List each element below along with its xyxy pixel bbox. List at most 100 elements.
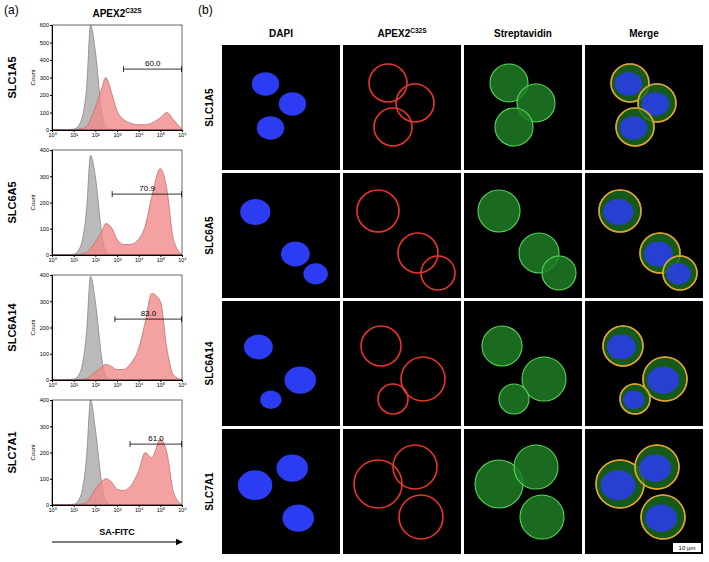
histogram-area: [52, 78, 182, 131]
gate-cap: [112, 191, 113, 197]
tick-label: 10³: [114, 257, 122, 263]
image-background: [222, 429, 340, 554]
x-tick: 10⁴: [135, 505, 144, 513]
tick-mark: [50, 113, 52, 114]
image-background: [343, 45, 461, 170]
gate-cap: [181, 191, 182, 197]
tick-label: 0: [46, 127, 49, 133]
y-tick: 200: [40, 325, 52, 331]
panel-label: (a): [4, 3, 19, 17]
x-tick: 10¹: [70, 255, 78, 263]
cell-membrane: [396, 84, 434, 122]
tick-label: 10⁰: [48, 507, 56, 513]
tick-label: 10⁵: [157, 257, 165, 263]
x-tick: 10¹: [70, 130, 78, 138]
tick-mark: [50, 380, 52, 381]
row-label: SLC6A14: [204, 341, 215, 385]
x-tick: 10³: [114, 255, 122, 263]
x-tick: 10²: [92, 505, 100, 513]
y-tick: 400: [40, 272, 52, 278]
cell-membrane: [641, 495, 685, 539]
gate-cap: [181, 316, 182, 322]
y-tick: 200: [40, 92, 52, 98]
gate-line: [115, 319, 182, 320]
tick-label: 10¹: [70, 257, 78, 263]
nucleus: [279, 92, 306, 116]
gate: 61.0: [130, 434, 182, 447]
gate-cap: [130, 441, 131, 447]
nucleus: [620, 116, 647, 140]
panel-header: APEX2C32S: [92, 7, 142, 19]
y-axis-title: Count: [30, 319, 36, 335]
figure: (a)(b)APEX2C32S10⁰10¹10²10³10⁴10⁵10⁶0100…: [0, 0, 709, 562]
image-background: [343, 301, 461, 426]
row-title: SLC7A1: [6, 431, 18, 473]
micrograph: 10 μm: [585, 429, 703, 554]
gate: 60.0: [124, 59, 182, 72]
x-tick: 10⁶: [178, 380, 186, 388]
x-tick: 10⁴: [135, 130, 144, 138]
gate-label: 60.0: [145, 59, 161, 68]
nucleus: [282, 504, 314, 531]
cell-membrane: [399, 495, 443, 539]
y-tick: 0: [46, 252, 52, 258]
row-title: SLC6A14: [6, 302, 18, 351]
x-axis: 10⁰10¹10²10³10⁴10⁵10⁶: [48, 255, 186, 263]
tick-label: 10⁰: [48, 132, 56, 138]
cell-membrane: [635, 445, 679, 489]
micrograph: [343, 173, 461, 298]
micrograph: [222, 173, 340, 298]
gate-cap: [123, 66, 124, 72]
row-title: SLC6A5: [6, 181, 18, 223]
tick-mark: [50, 354, 52, 355]
tick-label: 300: [40, 299, 49, 305]
row-label: SLC1A5: [204, 88, 215, 127]
x-tick: 10³: [114, 380, 122, 388]
image-background: [464, 173, 582, 298]
histogram: 10⁰10¹10²10³10⁴10⁵10⁶010020030040083.0: [40, 272, 187, 388]
tick-label: 10⁶: [178, 507, 186, 513]
tick-mark: [50, 150, 52, 151]
y-tick: 400: [40, 147, 52, 153]
nucleus: [647, 366, 679, 393]
tick-mark: [50, 275, 52, 276]
y-tick: 0: [46, 377, 52, 383]
x-axis-title: SA-FITC: [99, 527, 135, 537]
tick-label: 100: [40, 110, 49, 116]
tick-mark: [50, 43, 52, 44]
cell-body: [663, 256, 697, 290]
x-tick: 10⁶: [178, 505, 186, 513]
tick-label: 100: [40, 351, 49, 357]
plot-area: [52, 155, 182, 255]
tick-label: 10⁶: [178, 257, 186, 263]
tick-label: 100: [40, 476, 49, 482]
tick-mark: [50, 130, 52, 131]
histogram-area: [52, 155, 182, 255]
tick-label: 500: [40, 40, 49, 46]
y-axis-title: Count: [30, 194, 36, 210]
cell-body: [603, 326, 643, 366]
cell-membrane: [620, 384, 650, 414]
histogram-area: [52, 168, 182, 255]
tick-mark: [50, 328, 52, 329]
tick-label: 10⁴: [135, 132, 144, 138]
x-tick: 10⁶: [178, 130, 186, 138]
nucleus: [666, 263, 690, 284]
nucleus: [623, 390, 645, 409]
cell-body: [542, 256, 576, 290]
micrograph: [585, 45, 703, 170]
cell-membrane: [599, 190, 641, 232]
plot-area: [52, 276, 182, 380]
tick-label: 600: [40, 22, 49, 28]
cell-membrane: [374, 108, 412, 146]
nucleus: [257, 116, 284, 140]
x-axis: 10⁰10¹10²10³10⁴10⁵10⁶: [48, 380, 186, 388]
nucleus: [615, 72, 642, 96]
tick-mark: [50, 25, 52, 26]
column-header: DAPI: [269, 28, 293, 39]
tick-label: 10²: [92, 382, 100, 388]
tick-label: 10³: [114, 382, 122, 388]
nucleus: [281, 242, 310, 267]
tick-label: 10⁶: [178, 382, 186, 388]
tick-label: 10²: [92, 257, 100, 263]
